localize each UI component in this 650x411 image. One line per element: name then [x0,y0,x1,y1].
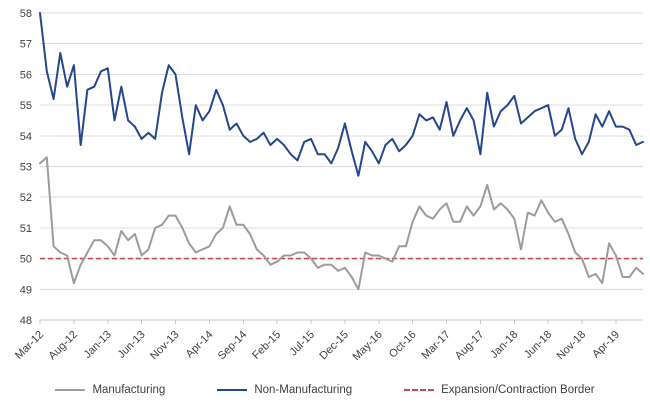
chart-legend: Manufacturing Non-Manufacturing Expansio… [0,373,650,411]
legend-label-border: Expansion/Contraction Border [441,383,595,396]
manufacturing-line-sample [55,388,86,391]
legend-label-manufacturing: Manufacturing [92,383,166,396]
svg-text:55: 55 [20,100,32,112]
svg-text:Jun-13: Jun-13 [115,329,147,361]
manufacturing-line [39,156,644,291]
svg-text:Oct-16: Oct-16 [387,329,419,361]
svg-text:58: 58 [20,8,32,20]
legend-item-manufacturing: Manufacturing [55,384,165,396]
legend-item-non-manufacturing: Non-Manufacturing [217,384,352,396]
svg-text:56: 56 [20,69,32,81]
svg-text:Feb-15: Feb-15 [250,329,283,362]
legend-label-non-manufacturing: Non-Manufacturing [254,383,353,396]
svg-text:Mar-17: Mar-17 [420,329,453,362]
legend-item-border: Expansion/Contraction Border [404,383,595,396]
svg-text:Sep-14: Sep-14 [216,329,250,363]
svg-text:Aug-12: Aug-12 [46,329,80,363]
svg-text:51: 51 [20,223,32,235]
svg-text:Jun-18: Jun-18 [522,329,554,361]
svg-text:49: 49 [20,284,32,296]
svg-text:May-16: May-16 [350,329,384,363]
svg-text:Apr-14: Apr-14 [184,329,216,361]
svg-text:Dec-15: Dec-15 [317,329,351,363]
svg-text:Jul-15: Jul-15 [287,329,317,359]
expansion-contraction-border-sample [404,388,435,391]
svg-text:Nov-13: Nov-13 [148,329,182,363]
svg-text:52: 52 [20,192,32,204]
x-axis-labels: Mar-12 Aug-12 Jan-13 Jun-13 Nov-13 Apr-14 Sep-… [13,329,622,363]
svg-text:Apr-19: Apr-19 [590,329,622,361]
svg-text:50: 50 [20,254,32,266]
svg-text:54: 54 [20,131,32,143]
svg-text:57: 57 [20,39,32,51]
non-manufacturing-line [39,12,644,177]
x-axis-ticks [39,320,617,324]
svg-text:Aug-17: Aug-17 [453,329,487,363]
y-axis-labels: 48 49 50 51 52 53 54 55 56 57 58 [20,8,32,327]
svg-text:Nov-18: Nov-18 [555,329,589,363]
svg-text:Jan-18: Jan-18 [488,329,520,361]
svg-text:Jan-13: Jan-13 [82,329,114,361]
svg-text:Mar-12: Mar-12 [13,329,46,362]
svg-text:53: 53 [20,162,32,174]
non-manufacturing-line-sample [217,388,248,391]
svg-text:48: 48 [20,315,32,327]
y-gridlines [40,12,643,321]
